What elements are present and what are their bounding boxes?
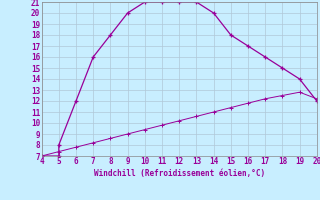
X-axis label: Windchill (Refroidissement éolien,°C): Windchill (Refroidissement éolien,°C): [94, 169, 265, 178]
